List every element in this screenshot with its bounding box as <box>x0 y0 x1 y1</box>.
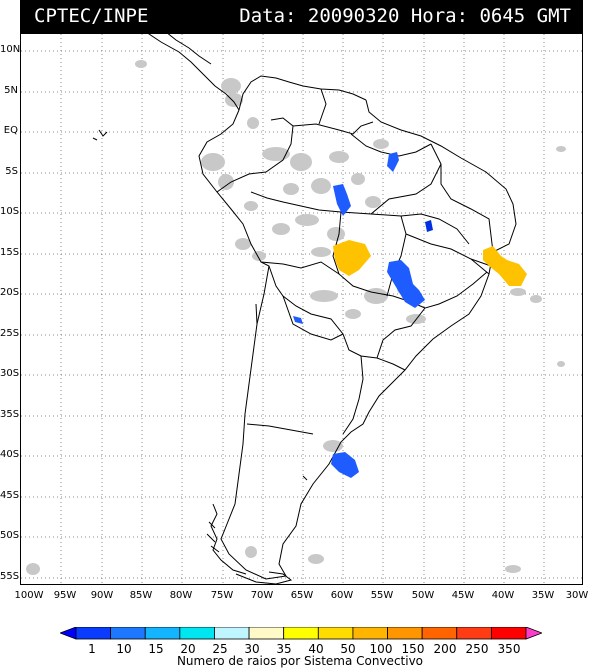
lon-label: 85W <box>129 590 153 601</box>
legend-label: 10 <box>116 642 132 656</box>
legend-swatch <box>110 627 146 640</box>
legend-swatch <box>352 627 388 640</box>
legend-label: 30 <box>244 642 260 656</box>
map-svg <box>21 34 582 584</box>
legend-title: Numero de raios por Sistema Convectivo <box>176 654 424 668</box>
islands <box>92 129 308 584</box>
system-blue <box>387 152 399 172</box>
lon-label: 65W <box>290 590 314 601</box>
legend-swatch <box>248 627 285 640</box>
system-orange <box>483 246 527 286</box>
lat-label: 40S <box>0 449 20 460</box>
legend-swatch <box>490 627 527 640</box>
legend-label: 250 <box>465 642 489 656</box>
legend-swatch <box>214 627 250 640</box>
system-dark-blue <box>425 220 433 232</box>
lat-label: 30S <box>0 368 20 379</box>
convective-systems <box>293 152 527 478</box>
title-bar: CPTEC/INPE Data: 20090320 Hora: 0645 GMT <box>20 0 583 33</box>
legend-label: 100 <box>369 642 393 656</box>
lon-label: 30W <box>565 590 589 601</box>
lat-label: 10N <box>0 44 21 55</box>
org-label: CPTEC/INPE <box>34 5 149 27</box>
lat-label: EQ <box>3 125 18 136</box>
timestamp-label: Data: 20090320 Hora: 0645 GMT <box>239 5 571 27</box>
lon-label: 50W <box>411 590 435 601</box>
lat-label: 5N <box>4 85 18 96</box>
system-blue <box>293 316 303 324</box>
legend-label: 200 <box>433 642 457 656</box>
legend-label: 15 <box>148 642 164 656</box>
lon-label: 95W <box>53 590 77 601</box>
lon-label: 90W <box>90 590 114 601</box>
cloud-cover <box>26 60 566 575</box>
legend-swatch <box>179 627 215 640</box>
system-blue <box>333 184 351 216</box>
lon-label: 45W <box>451 590 475 601</box>
system-blue <box>387 260 425 308</box>
lat-label: 25S <box>0 328 20 339</box>
legend-label: 1 <box>88 642 96 656</box>
map-frame <box>20 33 583 585</box>
legend-swatch <box>421 627 458 640</box>
legend-label: 20 <box>180 642 196 656</box>
lat-label: 45S <box>0 490 20 501</box>
legend-label: 40 <box>308 642 324 656</box>
lat-label: 20S <box>0 287 20 298</box>
lon-label: 100W <box>14 590 44 601</box>
legend-label: 50 <box>340 642 356 656</box>
system-blue <box>331 452 359 478</box>
lon-label: 75W <box>210 590 234 601</box>
legend-label: 150 <box>401 642 425 656</box>
lat-label: 15S <box>0 247 20 258</box>
lon-label: 55W <box>370 590 394 601</box>
legend-colorbar <box>60 627 542 640</box>
legend-swatch <box>283 627 319 640</box>
legend-swatch <box>60 627 77 640</box>
legend-swatch <box>456 627 492 640</box>
lat-label: 5S <box>5 166 18 177</box>
lon-label: 40W <box>491 590 515 601</box>
lat-label: 55S <box>0 571 20 582</box>
legend-label: 25 <box>212 642 228 656</box>
lat-label: 50S <box>0 530 20 541</box>
land-outline <box>148 34 517 580</box>
legend-label: 350 <box>497 642 521 656</box>
system-orange <box>333 240 371 276</box>
lat-label: 10S <box>0 206 20 217</box>
lat-label: 35S <box>0 409 20 420</box>
legend-swatch <box>317 627 354 640</box>
legend-label: 35 <box>276 642 292 656</box>
legend-swatch <box>75 627 112 640</box>
legend-swatch <box>144 627 181 640</box>
lon-label: 35W <box>531 590 555 601</box>
lon-label: 70W <box>250 590 274 601</box>
lon-label: 80W <box>169 590 193 601</box>
legend-swatch <box>525 627 542 640</box>
legend-swatch <box>387 627 423 640</box>
graticule <box>21 34 582 584</box>
lon-label: 60W <box>330 590 354 601</box>
